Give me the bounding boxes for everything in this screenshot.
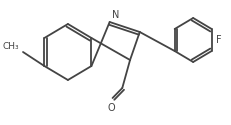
Text: CH₃: CH₃ bbox=[3, 42, 19, 51]
Text: F: F bbox=[215, 35, 220, 45]
Text: O: O bbox=[107, 103, 115, 113]
Text: N: N bbox=[111, 10, 119, 20]
